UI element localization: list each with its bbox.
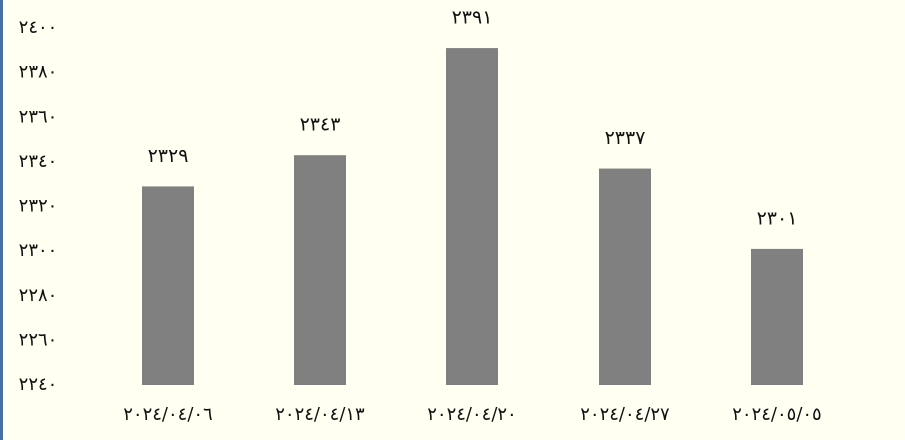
data-labels: ٢٣٢٩ ٢٣٤٣ ٢٣٩١ ٢٣٣٧ ٢٣٠١ bbox=[148, 7, 798, 230]
y-axis: ٢٢٤٠ ٢٢٦٠ ٢٢٨٠ ٢٣٠٠ ٢٣٢٠ ٢٣٤٠ ٢٣٦٠ ٢٣٨٠ ٢٤٠٠ bbox=[19, 17, 58, 395]
bar-value-label: ٢٣٩١ bbox=[452, 7, 493, 29]
y-tick-label: ٢٣٨٠ bbox=[19, 62, 58, 83]
bar-value-label: ٢٣٣٧ bbox=[605, 127, 646, 149]
y-tick-label: ٢٢٦٠ bbox=[19, 329, 58, 350]
bar-value-label: ٢٣٠١ bbox=[757, 207, 798, 229]
y-tick-label: ٢٣٤٠ bbox=[19, 151, 58, 172]
x-category-label: ٢٠٢٤/٠٤/٢٠ bbox=[427, 404, 516, 425]
y-tick-label: ٢٤٠٠ bbox=[19, 17, 58, 38]
bars bbox=[142, 48, 803, 386]
x-category-label: ٢٠٢٤/٠٤/٠٦ bbox=[123, 404, 212, 425]
bar-value-label: ٢٣٤٣ bbox=[300, 114, 341, 136]
bar bbox=[751, 248, 803, 385]
bar-value-label: ٢٣٢٩ bbox=[148, 145, 189, 167]
y-tick-label: ٢٢٨٠ bbox=[19, 285, 58, 306]
x-axis: ٢٠٢٤/٠٤/٠٦ ٢٠٢٤/٠٤/١٣ ٢٠٢٤/٠٤/٢٠ ٢٠٢٤/٠٤/٢٧… bbox=[123, 404, 821, 425]
bar bbox=[294, 155, 346, 385]
x-category-label: ٢٠٢٤/٠٥/٠٥ bbox=[732, 404, 821, 425]
y-tick-label: ٢٣٦٠ bbox=[19, 106, 58, 127]
x-category-label: ٢٠٢٤/٠٤/٢٧ bbox=[580, 404, 670, 425]
bar bbox=[599, 168, 651, 385]
x-category-label: ٢٠٢٤/٠٤/١٣ bbox=[275, 404, 365, 425]
y-tick-label: ٢٣٢٠ bbox=[19, 196, 58, 217]
y-tick-label: ٢٣٠٠ bbox=[19, 240, 58, 261]
bar bbox=[446, 48, 498, 386]
bar bbox=[142, 186, 194, 385]
y-tick-label: ٢٢٤٠ bbox=[19, 374, 58, 395]
left-border-accent bbox=[0, 0, 3, 440]
